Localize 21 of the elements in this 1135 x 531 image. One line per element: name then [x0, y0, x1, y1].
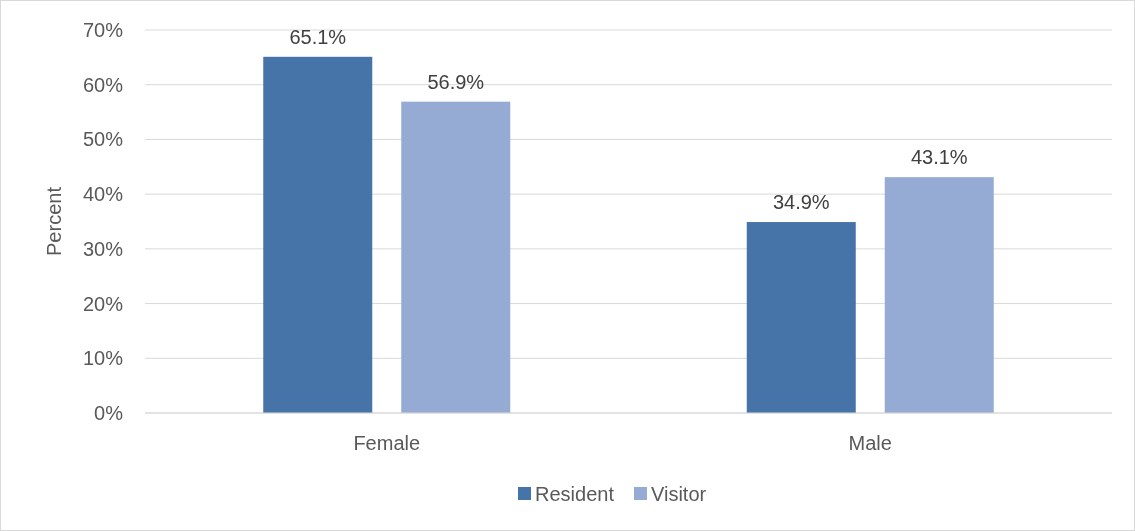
- legend-label: Visitor: [651, 483, 707, 505]
- data-label: 34.9%: [772, 191, 830, 214]
- y-tick-label: 50%: [82, 128, 124, 151]
- data-label: 65.1%: [289, 25, 347, 48]
- bar: [401, 101, 511, 413]
- y-tick-label: 30%: [82, 237, 124, 260]
- y-tick-label: 40%: [82, 183, 124, 206]
- y-tick-label: 60%: [82, 73, 124, 96]
- y-axis-title: Percent: [43, 186, 65, 256]
- y-tick-label: 20%: [82, 292, 124, 315]
- x-tick-label: Female: [353, 432, 421, 454]
- y-tick-label: 70%: [82, 19, 124, 41]
- data-label: 56.9%: [427, 70, 485, 93]
- data-label: 43.1%: [910, 146, 968, 169]
- x-tick-label: Male: [848, 432, 892, 454]
- legend-label: Resident: [535, 483, 615, 505]
- bar: [746, 222, 856, 413]
- bar: [884, 177, 994, 413]
- bar: [263, 56, 373, 413]
- y-tick-label: 10%: [82, 347, 124, 370]
- y-tick-label: 0%: [94, 402, 124, 424]
